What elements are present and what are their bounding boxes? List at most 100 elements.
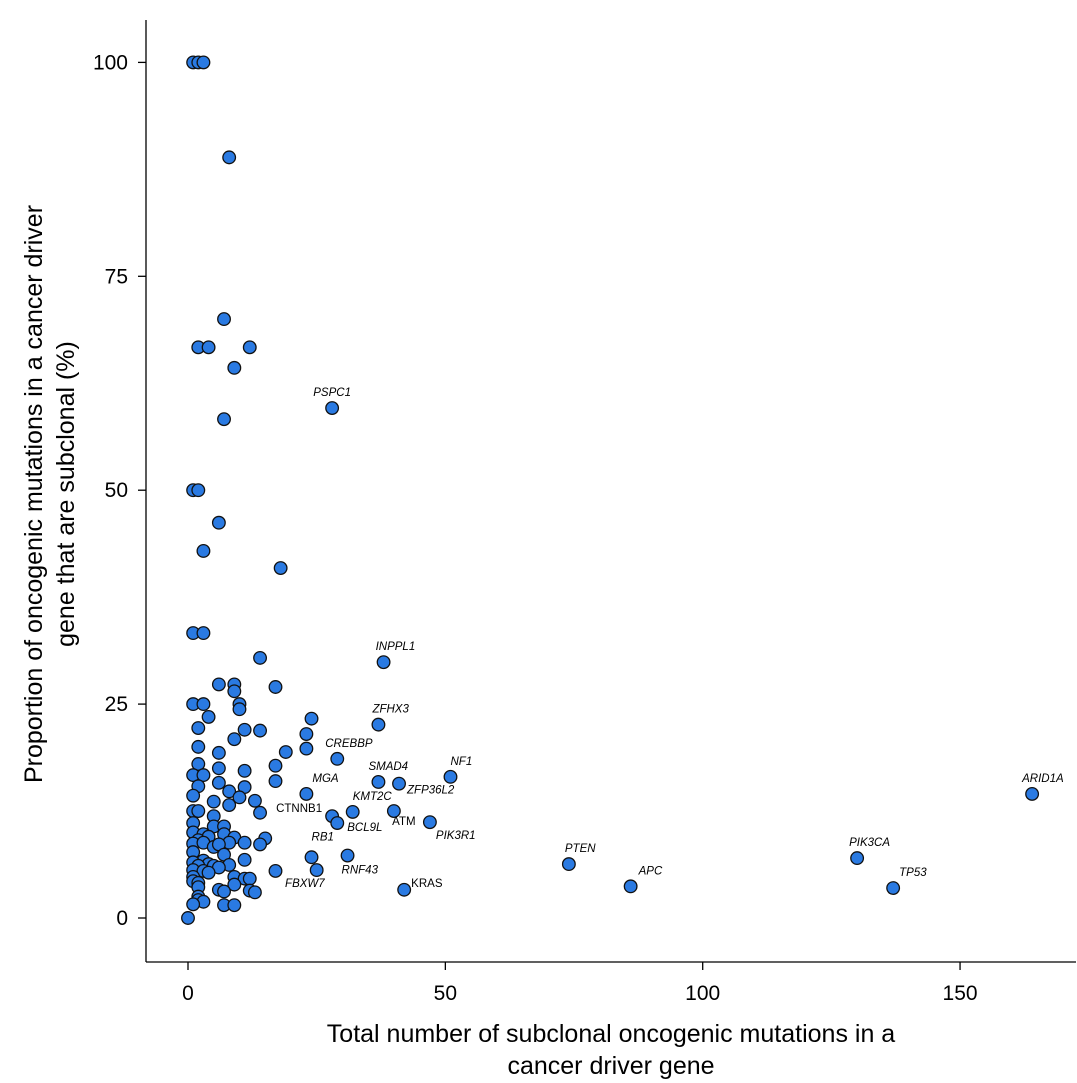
gene-label-smad4: SMAD4 — [368, 761, 408, 773]
data-point — [206, 794, 221, 809]
x-ticks: 0 50 100 150 — [182, 962, 978, 1005]
x-axis-title-line2: cancer driver gene — [507, 1052, 714, 1080]
data-point-nf1 — [443, 769, 458, 784]
x-tick-label: 0 — [182, 982, 194, 1005]
data-point — [196, 543, 211, 558]
data-point-mga — [299, 786, 314, 801]
data-point — [237, 722, 252, 737]
gene-label-tp53: TP53 — [899, 867, 927, 879]
gene-label-zfhx3: ZFHX3 — [371, 704, 409, 716]
data-points — [181, 55, 319, 925]
gene-label-rnf43: RNF43 — [342, 865, 379, 877]
data-point — [211, 677, 226, 692]
data-point — [304, 711, 319, 726]
gene-label-atm: ATM — [392, 816, 415, 828]
data-point-pik3r1 — [422, 815, 437, 830]
gene-label-bcl9l: BCL9L — [347, 822, 382, 834]
data-point — [227, 877, 242, 892]
data-point-fbxw7 — [309, 863, 324, 878]
data-point — [191, 757, 206, 771]
data-point — [222, 150, 237, 165]
data-point-kras — [397, 882, 412, 897]
gene-label-rb1: RB1 — [312, 831, 334, 843]
data-point — [211, 515, 226, 530]
data-point — [268, 758, 283, 773]
data-point — [299, 741, 314, 756]
data-point — [268, 680, 283, 694]
data-point — [247, 793, 262, 808]
data-point — [253, 837, 268, 852]
gene-label-nf1: NF1 — [450, 756, 472, 768]
data-point — [196, 768, 211, 783]
data-point — [273, 561, 288, 576]
gene-label-pik3ca: PIK3CA — [849, 837, 890, 849]
data-point — [227, 684, 242, 699]
y-tick-label: 0 — [116, 907, 128, 930]
gene-label-pspc1: PSPC1 — [313, 387, 351, 399]
data-point — [253, 650, 268, 665]
gene-label-kras: KRAS — [411, 878, 443, 890]
data-point — [242, 340, 257, 355]
gene-label-mga: MGA — [312, 773, 339, 785]
labeled-points: PSPC1 INPPL1 ZFHX3 CREBBP SMAD4 NF1 ZFP36L2 MGA… — [276, 387, 1064, 897]
data-point — [237, 763, 252, 778]
data-point — [196, 55, 211, 70]
data-point-kmt2c — [345, 804, 360, 819]
data-point — [196, 626, 211, 641]
data-point-tp53 — [886, 881, 901, 896]
y-tick-label: 50 — [105, 479, 128, 502]
data-point-inppl1 — [376, 655, 391, 670]
data-point — [191, 721, 206, 736]
data-point — [191, 739, 206, 754]
y-tick-label: 75 — [105, 265, 128, 288]
y-tick-label: 100 — [93, 51, 128, 74]
data-point — [237, 835, 252, 850]
data-point-pik3ca — [850, 851, 865, 866]
data-point — [191, 804, 206, 819]
axes — [145, 20, 1076, 963]
data-point-pspc1 — [325, 401, 340, 416]
x-axis-title-line1: Total number of subclonal oncogenic muta… — [327, 1020, 895, 1048]
data-point — [232, 702, 247, 717]
data-point — [299, 727, 314, 741]
x-tick-label: 150 — [943, 982, 978, 1005]
data-point-crebbp — [330, 751, 345, 766]
y-axis-title-line1: Proportion of oncogenic mutations in a c… — [20, 205, 48, 783]
data-point — [253, 805, 268, 820]
data-point-arid1a — [1025, 786, 1040, 801]
data-point-zfp36l2 — [392, 776, 406, 791]
data-point — [196, 697, 211, 712]
gene-label-apc: APC — [638, 865, 663, 877]
gene-label-crebbp: CREBBP — [325, 738, 373, 750]
data-point — [217, 312, 231, 327]
axis-titles: Total number of subclonal oncogenic muta… — [20, 205, 895, 1080]
data-point — [242, 871, 257, 886]
data-point — [201, 865, 216, 880]
data-point-zfhx3 — [371, 717, 386, 732]
gene-label-arid1a: ARID1A — [1021, 773, 1064, 785]
x-tick-label: 50 — [434, 982, 457, 1005]
x-tick-label: 100 — [685, 982, 720, 1005]
gene-label-fbxw7: FBXW7 — [285, 878, 325, 890]
gene-label-pten: PTEN — [565, 843, 596, 855]
data-point — [227, 360, 242, 375]
data-point — [191, 483, 206, 498]
data-point — [201, 709, 216, 724]
data-point — [268, 774, 283, 789]
data-point-rnf43 — [340, 848, 355, 863]
data-point — [222, 798, 237, 813]
data-point — [217, 412, 231, 427]
data-point — [278, 745, 293, 759]
y-ticks: 0 25 50 75 100 — [93, 51, 146, 930]
y-tick-label: 25 — [105, 693, 128, 716]
data-point — [268, 863, 283, 878]
data-point — [181, 911, 195, 925]
data-point-apc — [623, 879, 638, 894]
gene-label-kmt2c: KMT2C — [353, 791, 393, 803]
data-point-bcl9l — [330, 816, 345, 830]
data-point — [211, 761, 226, 776]
gene-label-zfp36l2: ZFP36L2 — [406, 785, 455, 797]
data-point — [201, 340, 216, 355]
